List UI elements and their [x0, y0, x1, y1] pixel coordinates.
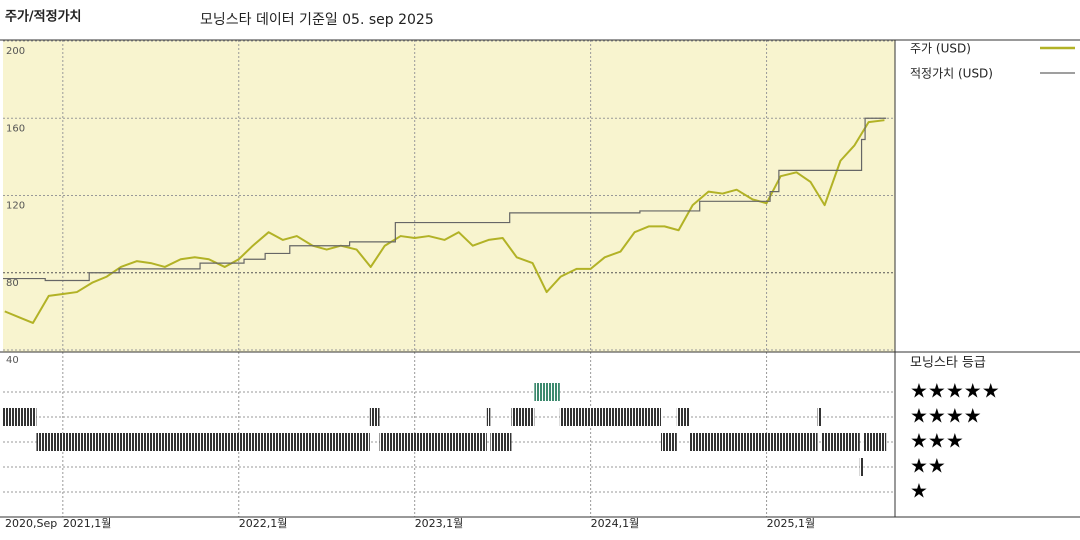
- rating-bar: [689, 433, 818, 451]
- rating-bar: [3, 408, 37, 426]
- rating-bar: [661, 433, 677, 451]
- rating-bar: [534, 383, 560, 401]
- y-tick-label: 40: [6, 355, 19, 366]
- rating-bar: [821, 433, 860, 451]
- chart-subtitle: 모닝스타 데이터 기준일 05. sep 2025: [200, 12, 434, 28]
- price-line: [4, 119, 885, 324]
- rating-title: 모닝스타 등급: [910, 356, 986, 371]
- y-tick-label: 160: [6, 123, 25, 134]
- rating-label: ★★: [910, 454, 946, 478]
- rating-bar: [511, 408, 535, 426]
- chart-title: 주가/적정가치: [5, 9, 82, 25]
- y-tick-label: 120: [6, 201, 25, 212]
- x-tick-label: 2024,1월: [591, 517, 640, 530]
- rating-label: ★★★★★: [910, 379, 1000, 403]
- y-tick-label: 200: [6, 46, 25, 57]
- rating-bar: [859, 458, 864, 476]
- fair-value-line: [3, 117, 887, 282]
- rating-bar: [486, 408, 491, 426]
- legend-label: 주가 (USD): [910, 42, 971, 56]
- rating-bar: [490, 433, 512, 451]
- rating-label: ★★★★: [910, 404, 982, 428]
- rating-label: ★: [910, 479, 928, 503]
- x-tick-label: 2022,1월: [239, 517, 288, 530]
- rating-bar: [36, 433, 370, 451]
- rating-bar: [817, 408, 822, 426]
- y-tick-label: 80: [6, 278, 19, 289]
- rating-bar: [369, 408, 380, 426]
- rating-bar: [379, 433, 487, 451]
- x-tick-label: 2025,1월: [767, 517, 816, 530]
- x-tick-label: 2021,1월: [63, 517, 112, 530]
- rating-bar: [559, 408, 662, 426]
- frame: [0, 39, 1080, 518]
- legend-label: 적정가치 (USD): [910, 67, 993, 81]
- rating-label: ★★★: [910, 429, 964, 453]
- rating-bar: [676, 408, 690, 426]
- x-tick-label: 2020,Sep: [5, 517, 57, 530]
- x-tick-label: 2023,1월: [415, 517, 464, 530]
- rating-bar: [863, 433, 887, 451]
